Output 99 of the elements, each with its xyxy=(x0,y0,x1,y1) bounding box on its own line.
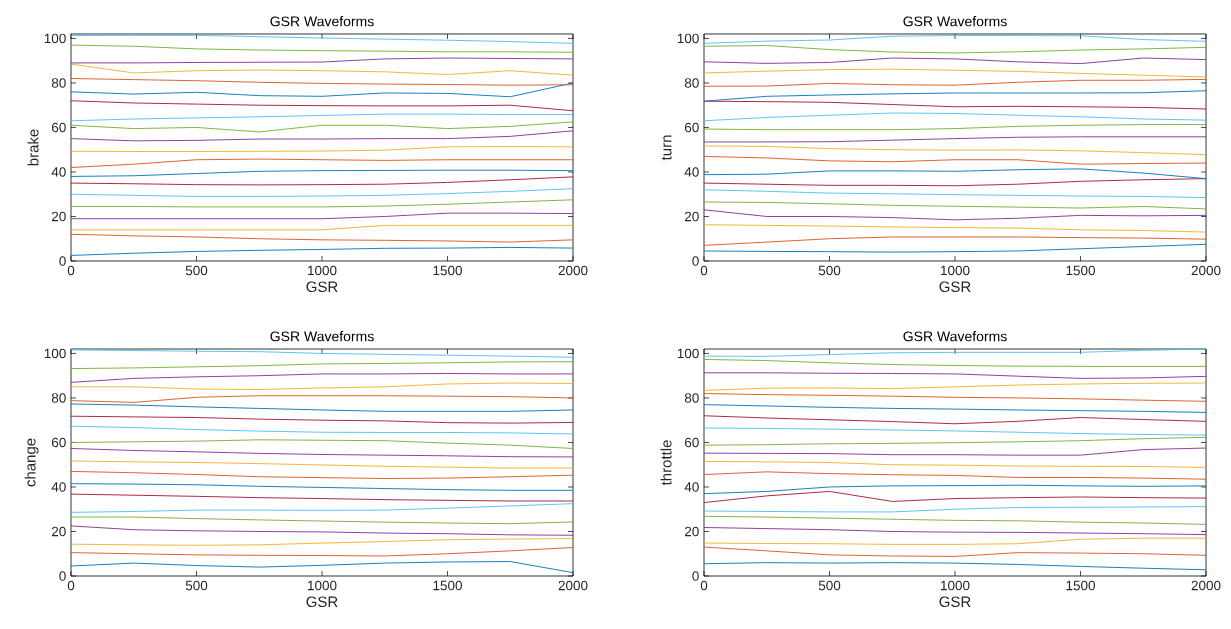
chart-title: GSR Waveforms xyxy=(903,16,1007,27)
x-tick-label: 500 xyxy=(185,580,208,591)
line-series xyxy=(70,382,574,390)
line-series xyxy=(703,415,1207,425)
x-tick-label: 2000 xyxy=(558,580,588,591)
x-axis-title: GSR xyxy=(306,281,338,293)
line-series xyxy=(703,427,1207,436)
y-tick-label: 80 xyxy=(51,78,66,88)
x-tick-label: 500 xyxy=(185,265,208,276)
line-series xyxy=(703,546,1207,557)
line-series xyxy=(70,425,574,435)
line-series xyxy=(703,484,1207,495)
line-series xyxy=(70,460,574,469)
line-series xyxy=(70,373,574,383)
line-series xyxy=(703,490,1207,504)
line-series xyxy=(70,121,574,133)
x-tick-label: 1500 xyxy=(433,580,462,591)
x-tick-label: 1500 xyxy=(433,265,462,276)
y-tick-label: 80 xyxy=(684,78,699,88)
y-tick-label: 100 xyxy=(677,348,699,359)
y-tick-label: 100 xyxy=(44,33,66,44)
line-series xyxy=(70,538,574,546)
line-series xyxy=(703,145,1207,156)
line-series xyxy=(703,112,1207,122)
line-series xyxy=(70,44,574,53)
line-series xyxy=(703,393,1207,402)
y-tick-label: 100 xyxy=(44,348,66,359)
line-series xyxy=(70,130,574,142)
line-series xyxy=(703,471,1207,480)
line-series xyxy=(703,78,1207,87)
x-axis-title: GSR xyxy=(939,281,971,293)
line-series xyxy=(703,209,1207,221)
line-series xyxy=(70,561,574,574)
y-tick-label: 60 xyxy=(51,122,66,133)
line-series xyxy=(70,503,574,513)
y-tick-label: 0 xyxy=(692,256,699,266)
x-tick-label: 1000 xyxy=(941,580,970,591)
x-tick-label: 0 xyxy=(700,580,708,591)
line-series xyxy=(703,155,1207,165)
line-series xyxy=(70,525,574,536)
x-tick-label: 500 xyxy=(818,265,841,276)
line-series xyxy=(70,415,574,424)
line-series xyxy=(70,100,574,112)
y-tick-label: 20 xyxy=(684,211,699,222)
line-series xyxy=(703,537,1207,545)
y-tick-label: 0 xyxy=(59,571,66,581)
y-tick-label: 20 xyxy=(684,526,699,537)
y-tick-label: 80 xyxy=(684,393,699,403)
y-tick-label: 20 xyxy=(51,211,66,222)
chart-title: GSR Waveforms xyxy=(270,331,374,342)
line-series xyxy=(703,562,1207,571)
x-tick-label: 2000 xyxy=(558,265,588,276)
x-tick-label: 1000 xyxy=(308,265,337,276)
line-series xyxy=(70,439,574,449)
line-series xyxy=(70,246,574,256)
x-tick-label: 1500 xyxy=(1066,580,1095,591)
y-tick-label: 0 xyxy=(692,571,699,581)
line-series xyxy=(70,176,574,186)
x-axis-title: GSR xyxy=(939,596,971,608)
line-series xyxy=(70,233,574,243)
y-tick-label: 80 xyxy=(51,393,66,403)
y-tick-label: 60 xyxy=(51,437,66,448)
x-tick-label: 1000 xyxy=(941,265,970,276)
x-tick-label: 1000 xyxy=(308,580,337,591)
y-tick-label: 20 xyxy=(51,526,66,537)
x-tick-label: 2000 xyxy=(1191,580,1221,591)
line-series xyxy=(703,35,1207,44)
line-series xyxy=(70,493,574,502)
y-axis-title: brake xyxy=(27,129,39,166)
line-series xyxy=(703,45,1207,54)
y-tick-label: 40 xyxy=(684,167,699,177)
x-tick-label: 500 xyxy=(818,580,841,591)
line-series xyxy=(70,361,574,370)
line-series xyxy=(703,168,1207,180)
x-axis-title: GSR xyxy=(306,596,338,608)
y-axis-title: change xyxy=(24,438,39,487)
y-axis-title: turn xyxy=(661,135,672,161)
line-series xyxy=(70,82,574,98)
line-series xyxy=(703,515,1207,525)
y-tick-label: 0 xyxy=(59,256,66,266)
chart-title: GSR Waveforms xyxy=(270,16,374,27)
x-tick-label: 1500 xyxy=(1066,265,1095,276)
line-series xyxy=(70,547,574,557)
y-tick-label: 60 xyxy=(684,122,699,133)
y-tick-label: 100 xyxy=(677,33,699,44)
y-tick-label: 60 xyxy=(684,437,699,448)
y-tick-label: 40 xyxy=(51,482,66,492)
chart-title: GSR Waveforms xyxy=(903,331,1007,342)
x-tick-label: 0 xyxy=(700,265,708,276)
x-tick-label: 0 xyxy=(67,580,75,591)
x-tick-label: 2000 xyxy=(1191,265,1221,276)
line-series xyxy=(703,436,1207,446)
line-series xyxy=(70,63,574,76)
y-axis-title: throttle xyxy=(660,440,672,486)
x-tick-label: 0 xyxy=(67,265,75,276)
y-tick-label: 40 xyxy=(684,482,699,492)
line-series xyxy=(70,113,574,122)
line-series xyxy=(70,34,574,44)
y-tick-label: 40 xyxy=(51,167,66,177)
